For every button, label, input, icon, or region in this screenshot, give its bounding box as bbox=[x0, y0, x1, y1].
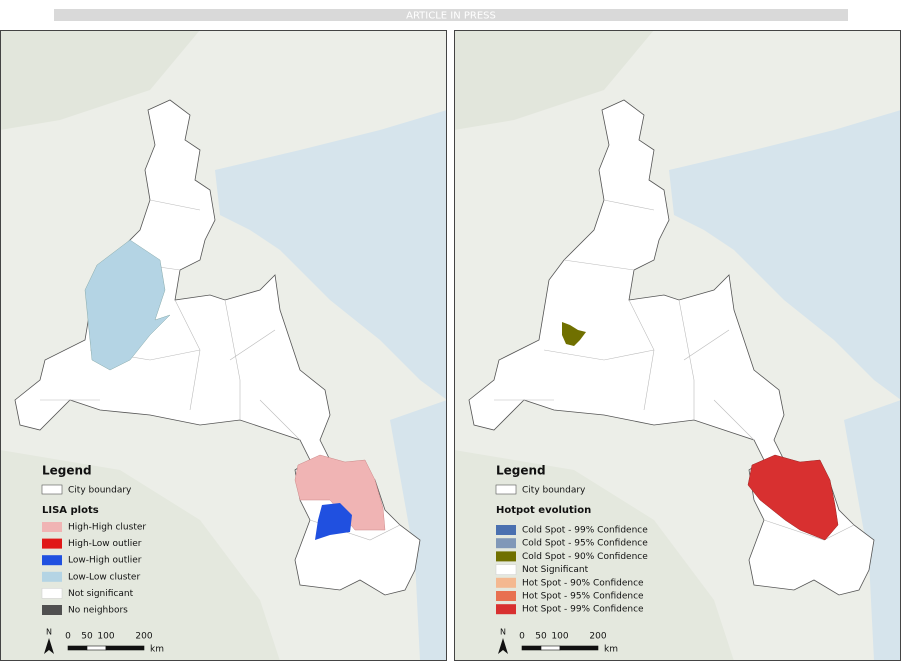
high-high-area bbox=[294, 454, 386, 531]
legend-label: Hot Spot - 95% Confidence bbox=[522, 592, 644, 602]
scale-tick-label: 200 bbox=[589, 632, 606, 642]
legend-swatch bbox=[42, 571, 62, 582]
low-high-area bbox=[315, 503, 352, 540]
scale-tick-label: 200 bbox=[135, 632, 152, 642]
section-title: Hotpot evolution bbox=[496, 505, 591, 516]
legend-swatch bbox=[496, 551, 516, 562]
legend-swatch bbox=[495, 564, 517, 575]
boundary-label: City boundary bbox=[522, 486, 586, 496]
scale-segment bbox=[86, 645, 107, 651]
legend-label: Hot Spot - 99% Confidence bbox=[522, 605, 644, 615]
scale-segment bbox=[559, 645, 599, 651]
boundary-swatch bbox=[41, 484, 63, 495]
legend-swatch bbox=[496, 577, 516, 588]
boundary-label: City boundary bbox=[68, 486, 132, 496]
legend-label: Hot Spot - 90% Confidence bbox=[522, 578, 644, 588]
legend-label: Cold Spot - 99% Confidence bbox=[522, 526, 648, 536]
legend-label: No neighbors bbox=[68, 606, 128, 616]
scale-segment bbox=[540, 645, 561, 651]
north-label: N bbox=[500, 628, 506, 637]
scale-tick-label: 0 bbox=[65, 632, 71, 642]
north-label: N bbox=[46, 628, 52, 637]
scale-tick-label: 50 bbox=[81, 632, 93, 642]
north-arrow bbox=[498, 638, 508, 654]
legend-swatch bbox=[42, 522, 62, 532]
cold-spot-area bbox=[562, 322, 586, 346]
legend-swatch bbox=[496, 604, 516, 615]
legend-label: Not significant bbox=[68, 589, 134, 599]
legend-label: High-High cluster bbox=[68, 523, 146, 533]
legend-label: Not Significant bbox=[522, 565, 589, 575]
low-low-area bbox=[84, 239, 171, 371]
legend-swatch bbox=[496, 591, 516, 601]
legend-title: Legend bbox=[42, 464, 92, 478]
scale-segment bbox=[67, 645, 88, 651]
scale-tick-label: 100 bbox=[551, 632, 568, 642]
legend-swatch bbox=[496, 538, 516, 549]
hot-spot-area bbox=[747, 454, 839, 541]
boundary-swatch bbox=[495, 484, 517, 495]
scale-tick-label: 0 bbox=[519, 632, 525, 642]
scale-tick-label: 100 bbox=[97, 632, 114, 642]
scale-segment bbox=[521, 645, 542, 651]
banner bbox=[54, 9, 848, 21]
legend-label: Low-High outlier bbox=[68, 556, 142, 566]
scale-segment bbox=[105, 645, 145, 651]
legend-swatch bbox=[496, 525, 516, 535]
legends: Legend City boundary LISA plots High-High c… bbox=[41, 464, 648, 655]
legend-label: High-Low outlier bbox=[68, 539, 142, 549]
banner-text: ARTICLE IN PRESS bbox=[406, 11, 496, 22]
legend-swatch bbox=[42, 605, 62, 615]
legend-label: Low-Low cluster bbox=[68, 572, 140, 582]
legend-label: Cold Spot - 95% Confidence bbox=[522, 539, 648, 549]
scale-tick-label: 50 bbox=[535, 632, 547, 642]
scale-unit: km bbox=[150, 645, 164, 655]
legend-swatch bbox=[42, 555, 62, 566]
legend-swatch bbox=[41, 588, 63, 599]
map-right bbox=[454, 30, 901, 661]
legend-title: Legend bbox=[496, 464, 546, 478]
map-left bbox=[0, 30, 447, 661]
north-arrow bbox=[44, 638, 54, 654]
legend-label: Cold Spot - 90% Confidence bbox=[522, 552, 648, 562]
section-title: LISA plots bbox=[42, 505, 99, 516]
legend-swatch bbox=[42, 538, 62, 549]
scale-unit: km bbox=[604, 645, 618, 655]
